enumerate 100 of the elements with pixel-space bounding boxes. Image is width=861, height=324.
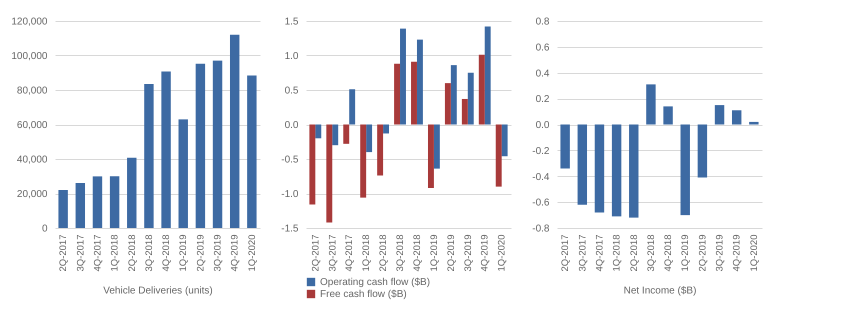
y-tick-label: 20,000: [16, 189, 48, 200]
x-tick-label: 2Q-2018: [628, 234, 640, 272]
x-tick-label: 4Q-2018: [663, 234, 674, 272]
bar: [343, 124, 350, 144]
x-tick-label: 4Q-2019: [230, 234, 241, 272]
x-tick-label: 4Q-2017: [92, 234, 104, 272]
bar: [462, 98, 468, 124]
bar: [247, 76, 257, 228]
x-tick-label: 1Q-2019: [680, 234, 692, 272]
y-tick-label: 0.8: [536, 16, 550, 28]
y-tick-label: 60,000: [16, 120, 48, 131]
y-tick-label: 0: [42, 224, 48, 234]
bar: [680, 124, 690, 216]
bar: [578, 124, 588, 205]
bar: [366, 124, 372, 152]
legend-label: Operating cash flow ($B): [320, 277, 430, 288]
x-tick-label: 3Q-2018: [144, 234, 155, 272]
y-tick-label: 0.2: [536, 94, 550, 106]
x-tick-label: 3Q-2017: [577, 234, 588, 272]
bar: [315, 124, 322, 138]
x-tick-label: 3Q-2017: [75, 234, 86, 272]
x-tick-label: 3Q-2018: [646, 234, 657, 272]
x-tick-label: 2Q-2017: [58, 234, 70, 272]
x-tick-label: 1Q-2019: [178, 234, 190, 272]
bar: [663, 106, 673, 124]
bar: [732, 110, 742, 124]
bar: [383, 124, 390, 134]
x-tick-label: 3Q-2019: [212, 234, 224, 272]
x-axis-title: Vehicle Deliveries (units): [103, 285, 213, 296]
bar: [332, 124, 338, 146]
y-tick-label: 100,000: [11, 51, 48, 62]
y-tick-label: -0.8: [532, 224, 550, 234]
bar: [560, 124, 570, 168]
x-axis-title: Net Income ($B): [624, 285, 696, 296]
x-tick-label: 4Q-2018: [412, 234, 423, 272]
bar: [411, 62, 417, 124]
y-tick-label: 40,000: [16, 154, 48, 166]
bar: [594, 124, 604, 212]
y-tick-label: 0.0: [536, 120, 550, 131]
y-tick-label: -0.2: [532, 146, 550, 157]
bar: [444, 83, 451, 124]
x-tick-label: 2Q-2018: [126, 234, 138, 272]
y-tick-label: 1.0: [284, 51, 299, 62]
legend-label: Free cash flow ($B): [320, 289, 407, 300]
x-tick-label: 4Q-2018: [161, 234, 172, 272]
y-tick-label: 0.6: [536, 42, 550, 54]
y-tick-label: -0.4: [532, 172, 550, 183]
y-tick-label: -0.6: [532, 198, 550, 209]
bar: [400, 28, 406, 124]
y-tick-label: 80,000: [16, 86, 48, 96]
bar: [502, 124, 508, 156]
x-tick-label: 2Q-2019: [195, 234, 206, 272]
bar: [76, 182, 86, 228]
y-tick-label: 0.4: [536, 68, 550, 80]
x-tick-label: 1Q-2018: [110, 234, 121, 272]
bar: [612, 124, 622, 216]
bar: [309, 124, 316, 205]
x-tick-label: 1Q-2020: [748, 234, 760, 272]
bar: [58, 190, 68, 228]
x-tick-label: 1Q-2018: [361, 234, 372, 272]
y-tick-label: 0.0: [284, 120, 299, 131]
x-tick-label: 1Q-2019: [428, 234, 440, 272]
bar: [349, 89, 356, 124]
y-tick-label: 1.5: [284, 16, 299, 28]
x-tick-label: 1Q-2018: [612, 234, 623, 272]
x-tick-label: 2Q-2019: [697, 234, 708, 272]
bar: [92, 176, 102, 228]
bar: [416, 40, 423, 124]
bar: [698, 124, 708, 178]
y-tick-label: -1.0: [281, 189, 299, 200]
bar: [714, 105, 724, 124]
x-tick-label: 1Q-2020: [496, 234, 508, 272]
x-tick-label: 2Q-2018: [378, 234, 390, 272]
bar: [468, 72, 474, 124]
bar: [749, 122, 759, 124]
bar: [484, 26, 491, 124]
bar: [110, 176, 120, 228]
x-tick-label: 4Q-2017: [594, 234, 606, 272]
y-tick-label: 0.5: [284, 86, 299, 96]
bar: [646, 84, 656, 124]
y-tick-label: -0.5: [281, 154, 299, 166]
x-tick-label: 3Q-2018: [395, 234, 406, 272]
x-tick-label: 4Q-2019: [732, 234, 743, 272]
bar: [161, 72, 171, 228]
x-tick-label: 2Q-2017: [310, 234, 322, 272]
bar: [629, 124, 638, 218]
bar: [230, 34, 240, 228]
x-tick-label: 3Q-2019: [462, 234, 474, 272]
bar: [196, 64, 206, 228]
x-tick-label: 4Q-2017: [344, 234, 356, 272]
bar: [450, 65, 457, 124]
y-tick-label: 120,000: [11, 16, 48, 28]
bar: [394, 64, 400, 124]
y-tick-label: -1.5: [281, 224, 299, 234]
bar: [144, 84, 154, 228]
bar: [377, 124, 384, 176]
bar: [360, 124, 366, 198]
bar: [178, 119, 188, 228]
x-tick-label: 3Q-2019: [714, 234, 726, 272]
bar: [496, 124, 502, 187]
